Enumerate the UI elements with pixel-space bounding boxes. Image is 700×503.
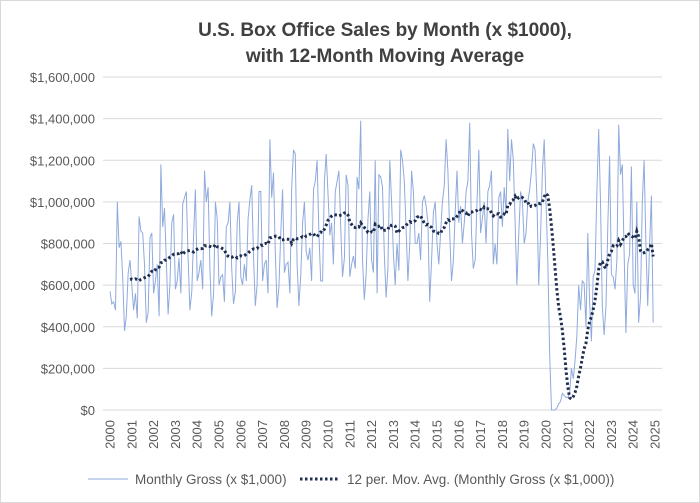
x-tick-label: 2015: [430, 420, 445, 449]
y-tick-label: $600,000: [41, 278, 95, 293]
chart-title-line1: U.S. Box Office Sales by Month (x $1000)…: [198, 20, 572, 41]
y-tick-label: $200,000: [41, 361, 95, 376]
legend: Monthly Gross (x $1,000) 12 per. Mov. Av…: [88, 472, 614, 487]
x-tick-label: 2019: [517, 420, 532, 449]
x-tick-label: 2021: [560, 420, 575, 449]
x-tick-label: 2011: [342, 420, 357, 448]
x-tick-label: 2003: [168, 420, 183, 449]
y-tick-label: $1,600,000: [30, 70, 95, 85]
x-axis-tick-labels: 2000 2001 2002 2003 2004 2005 2006 2007 2008 2009…: [103, 420, 663, 449]
y-tick-label: $800,000: [41, 237, 95, 252]
x-tick-label: 2005: [212, 420, 227, 449]
x-tick-label: 2009: [299, 420, 314, 449]
y-tick-label: $1,200,000: [30, 153, 95, 168]
x-tick-label: 2006: [233, 420, 248, 449]
x-tick-label: 2008: [277, 420, 292, 449]
y-tick-label: $0: [81, 403, 95, 418]
gridlines: [103, 76, 662, 411]
x-tick-label: 2001: [124, 420, 139, 449]
x-tick-label: 2004: [190, 420, 205, 449]
chart-title-line2: with 12-Month Moving Average: [245, 46, 525, 67]
x-tick-label: 2002: [146, 420, 161, 449]
y-tick-label: $400,000: [41, 320, 95, 335]
plot-area: [109, 120, 655, 411]
x-tick-label: 2012: [364, 420, 379, 449]
series-line-monthly-gross: [109, 120, 654, 411]
x-tick-label: 2000: [103, 420, 118, 449]
x-tick-label: 2024: [626, 420, 641, 449]
x-tick-label: 2010: [321, 420, 336, 449]
x-tick-label: 2025: [648, 420, 663, 449]
x-tick-label: 2013: [386, 420, 401, 449]
x-tick-label: 2007: [255, 420, 270, 449]
x-tick-label: 2018: [495, 420, 510, 449]
x-tick-label: 2014: [408, 420, 423, 449]
legend-label-monthly: Monthly Gross (x $1,000): [135, 472, 287, 487]
x-tick-label: 2022: [582, 420, 597, 449]
y-tick-label: $1,400,000: [30, 112, 95, 127]
x-tick-label: 2020: [539, 420, 554, 449]
x-tick-label: 2016: [451, 420, 466, 449]
legend-label-moving-average: 12 per. Mov. Avg. (Monthly Gross (x $1,0…: [347, 472, 614, 487]
x-tick-label: 2023: [604, 420, 619, 449]
series-line-moving-average: [129, 190, 655, 402]
chart-title: U.S. Box Office Sales by Month (x $1000)…: [90, 18, 680, 70]
x-tick-label: 2017: [473, 420, 488, 449]
y-axis-tick-labels: $0 $200,000 $400,000 $600,000 $800,000 $1,000…: [30, 70, 95, 418]
y-tick-label: $1,000,000: [30, 195, 95, 210]
